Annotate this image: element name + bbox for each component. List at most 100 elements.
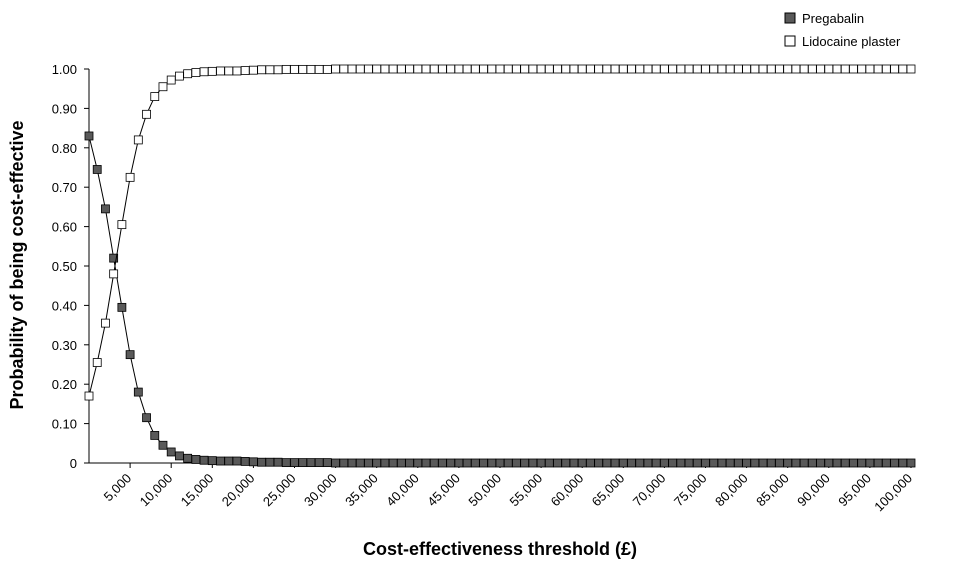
- y-tick-label: 0.60: [52, 220, 77, 235]
- data-point-lidocaine-plaster: [799, 64, 809, 74]
- data-point-pregabalin: [520, 458, 530, 468]
- data-point-lidocaine-plaster: [758, 64, 768, 74]
- data-point-pregabalin: [783, 458, 793, 468]
- x-tick-label: 10,000: [137, 471, 176, 510]
- legend-label-lidocaine-plaster: Lidocaine plaster: [802, 34, 901, 49]
- y-tick-label: 0.20: [52, 377, 77, 392]
- data-point-pregabalin: [495, 458, 505, 468]
- data-point-lidocaine-plaster: [717, 64, 727, 74]
- data-point-pregabalin: [298, 458, 308, 468]
- data-point-pregabalin: [775, 458, 784, 468]
- data-point-lidocaine-plaster: [766, 64, 776, 74]
- data-point-lidocaine-plaster: [166, 75, 176, 85]
- data-point-pregabalin: [470, 458, 480, 468]
- data-point-pregabalin: [265, 457, 275, 467]
- data-point-lidocaine-plaster: [462, 64, 472, 74]
- data-point-pregabalin: [873, 458, 883, 468]
- data-point-lidocaine-plaster: [314, 64, 324, 74]
- x-tick-label: 30,000: [301, 471, 340, 510]
- data-point-pregabalin: [101, 204, 110, 214]
- data-point-pregabalin: [454, 458, 464, 468]
- data-point-pregabalin: [849, 458, 858, 468]
- data-point-lidocaine-plaster: [281, 64, 291, 74]
- data-point-pregabalin: [413, 458, 423, 468]
- data-point-lidocaine-plaster: [676, 64, 686, 74]
- data-point-lidocaine-plaster: [265, 65, 275, 75]
- data-point-lidocaine-plaster: [339, 64, 349, 74]
- x-tick-label: 55,000: [506, 471, 545, 510]
- data-point-lidocaine-plaster: [84, 391, 94, 401]
- data-point-pregabalin: [857, 458, 867, 468]
- data-point-lidocaine-plaster: [750, 64, 760, 74]
- series-markers-pregabalin: [84, 131, 916, 468]
- data-point-pregabalin: [290, 458, 299, 468]
- data-point-lidocaine-plaster: [528, 64, 538, 74]
- data-point-lidocaine-plaster: [109, 269, 119, 279]
- data-point-lidocaine-plaster: [684, 64, 694, 74]
- data-point-pregabalin: [536, 458, 546, 468]
- data-point-lidocaine-plaster: [791, 64, 801, 74]
- data-point-lidocaine-plaster: [512, 64, 521, 74]
- data-point-pregabalin: [175, 451, 184, 461]
- data-point-pregabalin: [643, 458, 653, 468]
- data-point-lidocaine-plaster: [536, 64, 546, 74]
- data-point-pregabalin: [479, 458, 488, 468]
- data-point-pregabalin: [717, 458, 727, 468]
- data-point-lidocaine-plaster: [92, 358, 102, 367]
- data-point-pregabalin: [618, 458, 628, 468]
- data-point-lidocaine-plaster: [133, 135, 143, 145]
- data-point-pregabalin: [709, 458, 719, 468]
- data-point-lidocaine-plaster: [775, 64, 784, 74]
- data-point-lidocaine-plaster: [273, 65, 283, 75]
- data-point-pregabalin: [331, 458, 341, 468]
- data-point-lidocaine-plaster: [117, 220, 127, 230]
- data-point-pregabalin: [733, 458, 743, 468]
- data-point-lidocaine-plaster: [454, 64, 464, 74]
- data-point-pregabalin: [207, 456, 217, 466]
- data-point-pregabalin: [906, 458, 916, 468]
- data-point-pregabalin: [692, 458, 702, 468]
- data-point-lidocaine-plaster: [520, 64, 530, 74]
- data-point-pregabalin: [150, 431, 160, 440]
- data-point-pregabalin: [216, 456, 225, 466]
- data-point-pregabalin: [109, 253, 119, 263]
- data-point-lidocaine-plaster: [421, 64, 431, 74]
- x-tick-label: 90,000: [794, 471, 833, 510]
- data-point-lidocaine-plaster: [347, 64, 357, 74]
- data-point-pregabalin: [248, 457, 258, 467]
- axes-layer: 0 0.10 0.20 0.30 0.40 0.50 0.60 0.70 0.80 0.90 1.0…: [52, 62, 915, 514]
- data-point-lidocaine-plaster: [577, 64, 587, 74]
- data-point-lidocaine-plaster: [635, 64, 645, 74]
- x-tick-label: 35,000: [342, 471, 381, 510]
- data-point-lidocaine-plaster: [495, 64, 505, 74]
- data-point-pregabalin: [117, 302, 127, 312]
- data-point-lidocaine-plaster: [840, 64, 850, 74]
- legend-marker-lidocaine-plaster: [784, 35, 796, 47]
- data-point-pregabalin: [865, 458, 875, 468]
- data-point-pregabalin: [684, 458, 694, 468]
- data-point-pregabalin: [281, 458, 291, 468]
- series-markers-lidocaine-plaster: [84, 64, 916, 401]
- data-point-lidocaine-plaster: [824, 64, 834, 74]
- data-point-lidocaine-plaster: [906, 64, 916, 74]
- data-point-lidocaine-plaster: [232, 66, 242, 76]
- data-point-lidocaine-plaster: [446, 64, 456, 74]
- data-point-lidocaine-plaster: [355, 64, 365, 74]
- x-tick-label: 70,000: [630, 471, 669, 510]
- x-tick-label: 60,000: [548, 471, 587, 510]
- data-point-lidocaine-plaster: [569, 64, 579, 74]
- data-point-lidocaine-plaster: [216, 66, 225, 76]
- data-point-pregabalin: [133, 387, 143, 397]
- data-point-lidocaine-plaster: [191, 68, 201, 77]
- data-point-lidocaine-plaster: [865, 64, 875, 74]
- y-tick-label: 0.10: [52, 417, 77, 432]
- y-tick-label: 0.30: [52, 338, 77, 353]
- data-point-pregabalin: [347, 458, 357, 468]
- x-tick-label: 40,000: [383, 471, 422, 510]
- data-point-lidocaine-plaster: [586, 64, 595, 74]
- data-point-pregabalin: [306, 458, 316, 468]
- data-point-pregabalin: [758, 458, 768, 468]
- data-point-lidocaine-plaster: [101, 318, 110, 328]
- x-tick-label: 75,000: [671, 471, 710, 510]
